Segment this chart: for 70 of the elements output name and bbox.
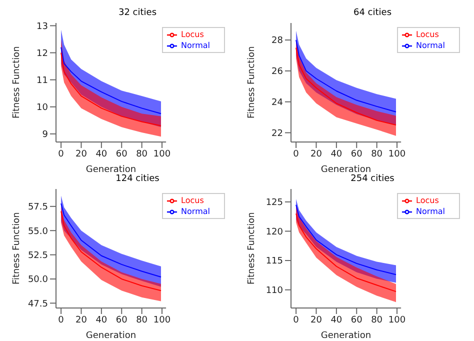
x-axis-title: Generation [86, 331, 136, 341]
y-tick-label: 13 [36, 22, 48, 32]
x-axis-title: Generation [86, 165, 136, 175]
legend-label: Normal [416, 207, 445, 216]
x-tick-label: 60 [350, 149, 363, 160]
x-tick-label: 0 [293, 315, 300, 326]
y-axis-title: Fitness Function [247, 212, 258, 284]
x-axis-title: Generation [320, 331, 372, 341]
x-tick-label: 40 [96, 149, 108, 160]
chart-title: 32 cities [117, 8, 158, 19]
y-tick-label: 28 [272, 36, 284, 46]
y-tick-label: 125 [266, 198, 283, 208]
x-tick-label: 0 [293, 149, 300, 160]
x-tick-label: 80 [136, 149, 148, 160]
line-series [296, 213, 396, 292]
legend-label: Locus [416, 196, 439, 205]
y-tick-label: 11 [36, 76, 48, 86]
y-tick-label: 10 [36, 103, 48, 114]
line-series [60, 210, 162, 292]
y-tick-label: 55.0 [28, 226, 48, 237]
y-tick-label: 52.5 [28, 250, 48, 261]
y-tick-label: 57.5 [28, 202, 48, 213]
x-tick-label: 0 [58, 149, 64, 160]
line-series [296, 40, 396, 112]
y-tick-label: 47.5 [28, 299, 48, 310]
line-series [60, 46, 162, 114]
y-tick-label: 115 [266, 256, 283, 267]
legend-label: Normal [181, 207, 210, 216]
x-tick-label: 100 [388, 315, 406, 326]
x-tick-label: 60 [116, 315, 128, 326]
legend-label: Normal [181, 41, 210, 50]
line-series [296, 47, 396, 126]
y-tick-label: 22 [272, 128, 283, 139]
legend-label: Normal [416, 41, 445, 50]
x-tick-label: 0 [58, 315, 64, 326]
y-tick-label: 120 [266, 227, 284, 238]
x-tick-label: 80 [136, 315, 148, 326]
x-tick-label: 20 [310, 315, 322, 326]
y-tick-label: 24 [272, 98, 284, 108]
y-axis-title: Fitness Function [247, 46, 258, 118]
y-tick-label: 50.0 [28, 275, 48, 286]
y-tick-label: 12 [36, 48, 48, 59]
x-tick-label: 60 [350, 315, 363, 326]
x-tick-label: 100 [388, 149, 406, 160]
x-tick-label: 100 [153, 149, 171, 160]
x-tick-label: 40 [330, 315, 342, 326]
x-tick-label: 100 [153, 315, 171, 326]
line-series [60, 203, 162, 278]
x-tick-label: 20 [310, 149, 322, 160]
x-tick-label: 80 [371, 315, 383, 326]
line-series [296, 204, 396, 276]
chart-title: 124 cities [114, 174, 160, 185]
legend-label: Locus [416, 30, 439, 39]
y-tick-label: 26 [272, 67, 284, 78]
chart-title: 254 cities [350, 174, 396, 185]
x-tick-label: 60 [116, 149, 128, 160]
x-tick-label: 20 [76, 149, 88, 160]
x-tick-label: 40 [96, 315, 108, 326]
y-tick-label: 110 [266, 286, 284, 296]
legend-label: Locus [181, 30, 204, 39]
y-axis-title: Fitness Function [12, 212, 22, 284]
line-series [60, 52, 162, 126]
y-axis-title: Fitness Function [12, 46, 22, 118]
x-tick-label: 20 [76, 315, 88, 326]
x-tick-label: 40 [330, 149, 342, 160]
y-tick-label: 9 [42, 130, 48, 140]
x-tick-label: 80 [371, 149, 383, 160]
chart-title: 64 cities [352, 8, 393, 19]
x-axis-title: Generation [320, 165, 372, 175]
legend-label: Locus [181, 196, 204, 205]
